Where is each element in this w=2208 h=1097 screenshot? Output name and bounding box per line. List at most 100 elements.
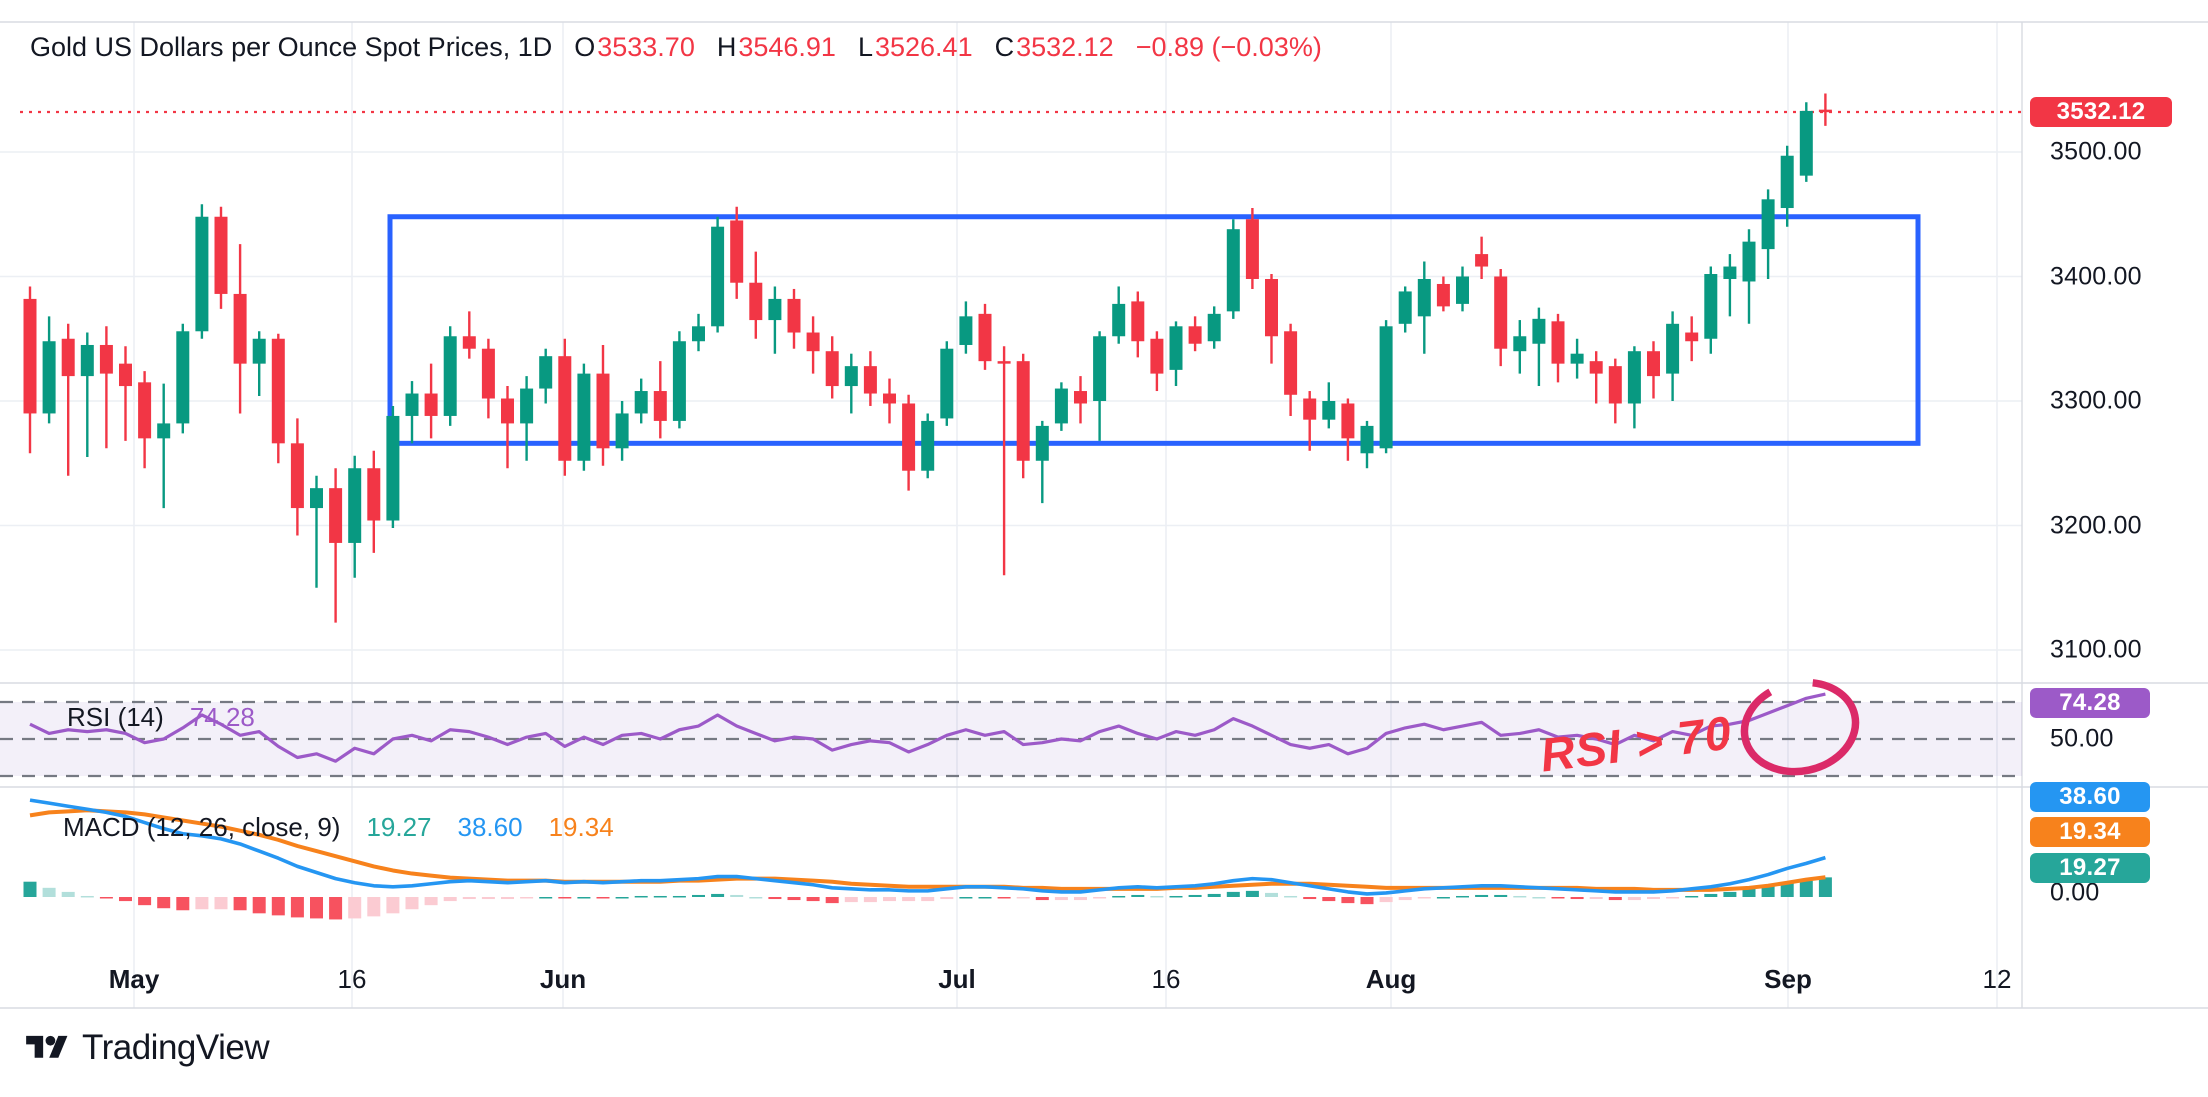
candle-body [1379,326,1393,449]
macd-histogram-bar [1226,891,1240,897]
macd-histogram-bar [1245,890,1259,897]
macd-hist-badge: 19.27 [2030,853,2150,883]
macd-histogram-bar [195,897,209,910]
macd-pane-legend[interactable]: MACD (12, 26, close, 9) 19.27 38.60 19.3… [63,812,614,843]
macd-histogram-bar [405,897,419,910]
macd-histogram-bar [1608,897,1622,901]
candle-body [329,488,343,543]
candle-body [959,316,973,345]
candle-body [1398,291,1412,324]
macd-histogram-bar [1570,897,1584,900]
candle-body [653,391,667,421]
macd-histogram-bar [1513,895,1527,898]
candle-body [80,344,94,377]
macd-histogram-bar [1456,895,1469,898]
macd-histogram-bar [443,897,457,902]
macd-histogram-bar [1035,897,1049,901]
macd-histogram-bar [615,897,629,899]
price-tick-label: 3200.00 [2050,511,2142,539]
macd-histogram-bar [749,897,763,899]
candle-body [99,344,113,374]
macd-histogram-bar [692,894,705,897]
macd-histogram-bar [1303,897,1317,900]
macd-histogram-bar [1054,897,1068,901]
candle-body [424,393,438,416]
candle-body [940,348,954,419]
change-value: −0.89 (−0.03%) [1135,31,1322,62]
candle-body [672,341,686,421]
macd-histogram-bar [481,897,495,900]
candle-body [1035,425,1049,461]
candle-body [367,468,381,521]
macd-histogram-bar [1379,897,1393,903]
candle-body [1245,219,1259,279]
candle-body [1054,388,1068,424]
tradingview-logo[interactable]: TradingView [26,1028,270,1068]
macd-histogram-bar [787,897,801,901]
rsi-circle-annotation[interactable] [1736,672,1864,781]
macd-histogram-bar [634,895,648,898]
candle-body [1322,401,1336,420]
time-tick-label: 16 [1151,963,1181,994]
candle-body [1570,353,1584,364]
macd-histogram-bar [806,897,820,902]
macd-histogram-bar [233,897,247,911]
macd-histogram-bar [1417,897,1431,899]
macd-histogram-bar [711,893,725,897]
macd-histogram-bar [672,895,686,898]
candle-body [863,366,877,394]
macd-histogram-bar [367,897,381,917]
candle-body [1685,332,1699,342]
candle-body [1188,326,1202,344]
macd-histogram-bar [730,894,744,897]
candle-body [1131,301,1145,342]
macd-line [29,798,1826,896]
candle-body [1551,321,1565,364]
candle-body [997,361,1011,364]
macd-histogram-bar [978,897,992,899]
candle-body [501,398,514,424]
macd-histogram-bar [1647,897,1660,900]
candle-body [577,373,591,461]
range-rectangle-annotation[interactable] [387,214,1921,446]
candle-body [1818,109,1832,113]
macd-histogram-bar [1723,891,1737,897]
candle-body [1723,266,1737,279]
high-value: H 3546.91 [716,31,836,62]
candle-body [1207,313,1221,342]
macd-histogram-bar [290,897,304,918]
macd-histogram-bar [1398,897,1412,901]
price-tick-label: 3400.00 [2050,262,2142,290]
macd-histogram-bar [653,895,667,898]
rsi-pane-legend[interactable]: RSI (14) 74.28 [67,702,255,733]
macd-histogram-bar [1436,897,1450,899]
candle-body [1780,155,1794,209]
macd-histogram-bar [1704,893,1718,897]
close-value: C 3532.12 [994,31,1114,62]
macd-histogram-bar [1341,897,1355,904]
rsi-value-badge: 74.28 [2030,688,2150,718]
symbol-title[interactable]: Gold US Dollars per Ounce Spot Prices, 1… [30,31,553,62]
macd-histogram-bar [825,897,839,904]
candle-body [768,298,782,321]
candle-body [1169,326,1183,370]
candle-body [1284,331,1298,395]
candle-body [1742,241,1756,282]
last-price-badge: 3532.12 [2030,97,2172,127]
macd-hist-value: 19.27 [366,812,432,842]
macd-histogram-bar [214,897,228,910]
candle-body [23,298,37,414]
macd-histogram-bar [424,897,438,906]
candle-body [615,413,629,449]
macd-histogram-bar [138,897,152,906]
candle-body [558,356,572,461]
macd-histogram-bar [462,897,476,900]
time-tick-label: May [108,963,160,994]
symbol-header: Gold US Dollars per Ounce Spot Prices, 1… [30,30,1322,64]
macd-histogram-bar [596,897,610,899]
macd-histogram-bar [1265,892,1278,897]
rsi-mid-tick: 50.00 [2050,724,2114,753]
candle-body [1265,278,1278,337]
